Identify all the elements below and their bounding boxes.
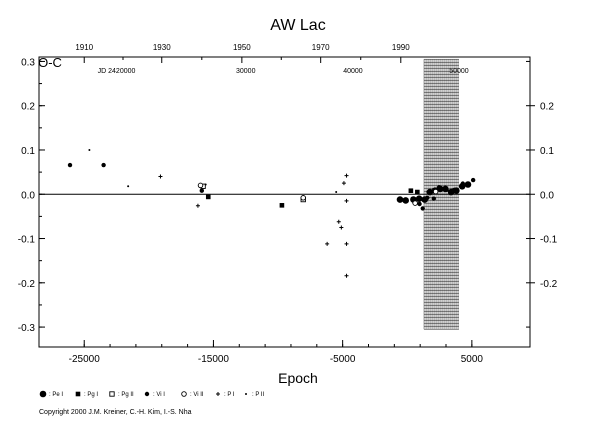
data-point bbox=[204, 183, 207, 186]
data-point bbox=[344, 241, 349, 246]
data-point bbox=[67, 162, 73, 168]
right-tick-label: -0.1 bbox=[540, 235, 558, 246]
data-point bbox=[339, 225, 344, 230]
y-tick-label: 0.2 bbox=[21, 102, 35, 113]
y-axis-label: O-C bbox=[38, 55, 62, 70]
data-point bbox=[396, 196, 404, 203]
top-year-label: 1970 bbox=[312, 43, 330, 52]
top-year-label: 1990 bbox=[392, 43, 410, 52]
y-tick-label: -0.3 bbox=[18, 323, 36, 334]
right-tick-label: 0.2 bbox=[540, 102, 554, 113]
data-point bbox=[470, 177, 476, 183]
data-point bbox=[420, 206, 425, 211]
data-point bbox=[205, 194, 211, 200]
x-tick-label: -5000 bbox=[330, 354, 356, 365]
jd-label: JD 2420000 bbox=[98, 68, 136, 75]
data-point bbox=[344, 273, 349, 278]
top-year-label: 1910 bbox=[75, 43, 93, 52]
jd-label: 30000 bbox=[236, 68, 256, 75]
data-point bbox=[452, 187, 457, 193]
chart-title: AW Lac bbox=[270, 17, 325, 34]
data-point bbox=[436, 185, 442, 190]
data-point bbox=[415, 189, 420, 195]
data-point bbox=[417, 201, 422, 207]
right-tick-label: -0.2 bbox=[540, 279, 558, 290]
legend-label: : Pg II bbox=[118, 392, 134, 398]
top-year-label: 1930 bbox=[153, 43, 171, 52]
data-point bbox=[127, 185, 130, 188]
legend-marker bbox=[216, 392, 220, 396]
data-point bbox=[335, 191, 338, 194]
legend-marker bbox=[144, 391, 150, 397]
x-axis-label: Epoch bbox=[278, 370, 318, 386]
data-point bbox=[460, 181, 466, 186]
legend-label: : Vi II bbox=[190, 392, 204, 398]
jd-label: 40000 bbox=[343, 68, 363, 75]
legend-marker bbox=[39, 390, 47, 398]
data-point bbox=[448, 193, 451, 196]
right-tick-label: 0.0 bbox=[540, 190, 554, 201]
data-point bbox=[410, 196, 415, 201]
x-tick-label: -15000 bbox=[198, 354, 230, 365]
data-point bbox=[197, 182, 204, 189]
data-point bbox=[158, 174, 163, 179]
data-point bbox=[336, 219, 341, 224]
data-point bbox=[444, 187, 449, 193]
data-point bbox=[344, 198, 349, 203]
y-tick-label: -0.1 bbox=[18, 235, 36, 246]
legend-label: : P I bbox=[224, 392, 235, 398]
top-year-label: 1950 bbox=[233, 43, 251, 52]
right-tick-label: 0.1 bbox=[540, 146, 554, 157]
x-tick-label: -25000 bbox=[69, 354, 101, 365]
data-point bbox=[402, 197, 409, 204]
x-tick-label: 5000 bbox=[461, 354, 484, 365]
data-point bbox=[101, 162, 106, 168]
data-point bbox=[341, 181, 346, 186]
data-point bbox=[431, 196, 436, 201]
legend-label: : Pg I bbox=[84, 392, 98, 398]
data-point bbox=[88, 148, 91, 151]
legend-marker bbox=[75, 391, 81, 397]
data-point bbox=[425, 195, 430, 200]
legend-marker bbox=[245, 393, 247, 395]
data-point bbox=[325, 241, 330, 246]
legend-marker bbox=[181, 391, 187, 397]
data-point bbox=[426, 188, 434, 196]
y-tick-label: 0.1 bbox=[21, 146, 35, 157]
data-point bbox=[415, 195, 423, 202]
data-point bbox=[279, 203, 285, 208]
data-point bbox=[464, 181, 472, 188]
copyright-text: Copyright 2000 J.M. Kreiner, C.-H. Kim, … bbox=[39, 409, 192, 416]
data-point bbox=[300, 195, 306, 201]
y-tick-label: -0.2 bbox=[18, 279, 36, 290]
data-point bbox=[195, 203, 200, 208]
plot-frame bbox=[38, 56, 531, 348]
legend-marker bbox=[109, 391, 115, 397]
data-point bbox=[432, 188, 439, 195]
y-tick-label: 0.3 bbox=[21, 57, 35, 68]
y-tick-label: 0.0 bbox=[21, 190, 35, 201]
data-point bbox=[408, 188, 414, 194]
data-point bbox=[412, 200, 418, 206]
data-point bbox=[344, 173, 349, 178]
legend-label: : P II bbox=[252, 392, 265, 398]
legend-label: : Pe I bbox=[49, 392, 63, 398]
jd-label: 50000 bbox=[449, 68, 469, 75]
data-point bbox=[199, 188, 205, 193]
legend-label: : Vi I bbox=[153, 392, 165, 398]
